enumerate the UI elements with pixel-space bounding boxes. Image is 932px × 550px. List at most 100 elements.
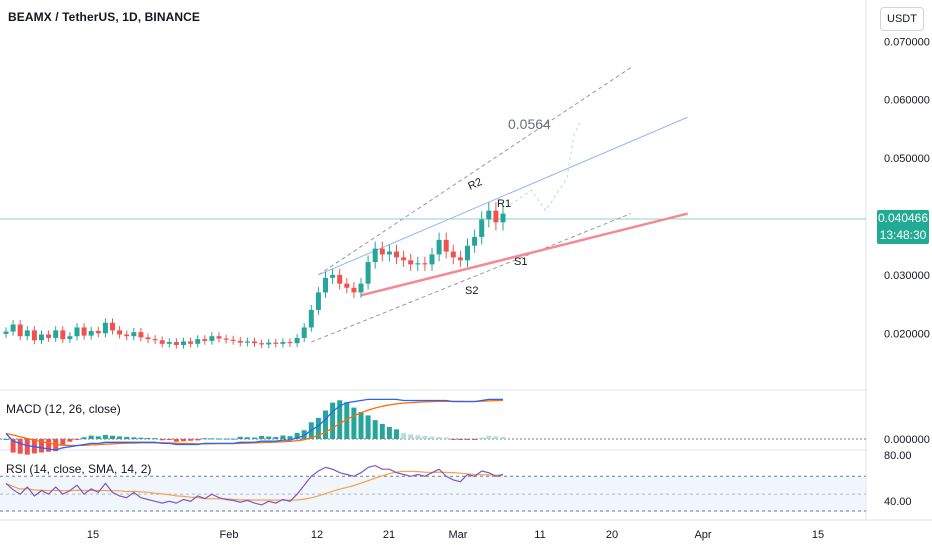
macd-histogram-bar: [124, 436, 130, 439]
macd-histogram-bar: [351, 407, 357, 439]
candle: [415, 263, 421, 265]
candle: [252, 341, 257, 344]
candle: [493, 210, 499, 223]
candle: [46, 334, 52, 338]
candle: [102, 322, 108, 334]
candle: [280, 342, 286, 344]
candle: [465, 245, 470, 261]
macd-pane: [0, 398, 866, 455]
macd-histogram-bar: [259, 435, 265, 439]
macd-histogram-bar: [372, 420, 378, 439]
candle: [181, 341, 186, 345]
candle: [436, 239, 442, 255]
candle: [386, 251, 392, 255]
macd-histogram-bar: [394, 429, 399, 439]
candle: [244, 341, 250, 343]
macd-histogram-bar: [60, 439, 66, 445]
candle: [131, 332, 137, 337]
macd-histogram-bar: [209, 438, 215, 440]
macd-histogram-bar: [266, 436, 272, 439]
candle: [337, 274, 343, 284]
macd-histogram-bar: [323, 410, 328, 439]
macd-histogram-bar: [493, 436, 499, 439]
candle: [159, 340, 165, 344]
candle: [372, 248, 378, 263]
macd-histogram-bar: [450, 439, 456, 440]
candle: [394, 251, 399, 258]
candle: [429, 254, 435, 265]
candle: [472, 236, 478, 246]
candle: [443, 239, 449, 252]
candle: [24, 330, 30, 337]
candle: [344, 283, 350, 288]
macd-histogram-bar: [102, 434, 108, 439]
axes: 0.070000 0.060000 0.050000 0.030000 0.020000…: [87, 36, 930, 541]
candle: [195, 339, 201, 344]
r1-label: R1: [497, 198, 511, 210]
candle: [301, 327, 307, 338]
candle: [166, 342, 172, 344]
candle: [202, 339, 208, 341]
macd-line: [5, 398, 503, 451]
macd-histogram-bar: [223, 438, 229, 440]
candle: [457, 257, 463, 261]
macd-histogram-bar: [152, 438, 158, 440]
candle: [117, 330, 123, 335]
time-tick-label: Feb: [220, 529, 239, 541]
macd-label[interactable]: MACD (12, 26, close): [6, 402, 121, 416]
macd-histogram-bar: [131, 437, 137, 439]
price-tick-label: 0.060000: [884, 95, 930, 107]
macd-histogram-bar: [138, 437, 144, 439]
countdown-timer: 13:48:30: [879, 228, 927, 242]
macd-histogram-bar: [145, 437, 151, 439]
macd-histogram-bar: [301, 430, 307, 439]
candle: [81, 327, 87, 336]
rsi-tick-label: 80.00: [884, 450, 912, 462]
time-tick-label: 15: [87, 529, 99, 541]
time-tick-label: 15: [812, 529, 824, 541]
macd-histogram-bar: [436, 437, 442, 439]
target-price-label: 0.0564: [508, 116, 551, 132]
candle: [74, 327, 80, 337]
price-tick-label: 0.070000: [884, 36, 930, 48]
macd-histogram-bar: [110, 435, 115, 439]
candle: [53, 330, 59, 338]
macd-histogram-bar: [159, 439, 165, 441]
macd-histogram-bar: [280, 435, 286, 439]
macd-histogram-bar: [287, 436, 293, 439]
rsi-label[interactable]: RSI (14, close, SMA, 14, 2): [6, 462, 152, 476]
macd-histogram-bar: [166, 439, 172, 441]
candle: [223, 338, 229, 340]
candle: [401, 257, 407, 261]
candle: [351, 287, 357, 293]
candle: [259, 343, 265, 345]
currency-button[interactable]: USDT: [880, 7, 924, 31]
candle: [330, 274, 336, 278]
r2-label: R2: [466, 176, 484, 193]
macd-histogram-bar: [10, 439, 16, 453]
candle: [67, 336, 73, 340]
macd-histogram-bar: [386, 426, 392, 439]
macd-histogram-bar: [230, 438, 236, 440]
macd-histogram-bar: [422, 436, 428, 439]
macd-histogram-bar: [358, 411, 364, 439]
candle: [365, 262, 371, 284]
macd-histogram-bar: [344, 402, 350, 439]
time-tick-label: 21: [383, 529, 395, 541]
price-tick-label: 0.050000: [884, 153, 930, 165]
candle: [60, 330, 66, 340]
candle: [173, 342, 179, 345]
candle: [323, 277, 328, 293]
macd-histogram-bar: [74, 439, 80, 440]
candle: [486, 210, 492, 220]
candle: [10, 324, 16, 332]
candle: [188, 341, 194, 344]
macd-histogram-bar: [379, 423, 385, 439]
grid: [0, 0, 932, 521]
candle: [308, 309, 314, 328]
candle: [237, 340, 243, 343]
macd-histogram-bar: [88, 435, 94, 439]
candle: [358, 283, 364, 293]
macd-histogram-bar: [315, 417, 321, 439]
